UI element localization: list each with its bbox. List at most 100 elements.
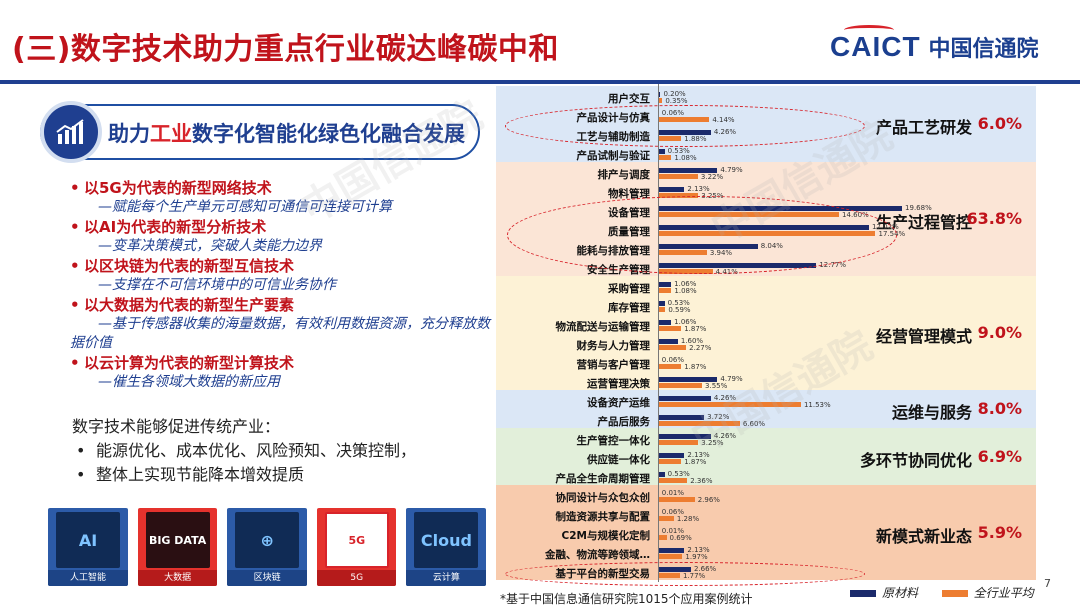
- bar-industry-average: [658, 497, 695, 502]
- bullet-sub: —基于传感器收集的海量数据，有效利用数据资源，充分释放数据价值: [70, 316, 490, 351]
- category-label: 产品后服务: [597, 416, 651, 428]
- bullet-head: 以大数据为代表的新型生产要素: [84, 296, 295, 314]
- value-label: 1.97%: [685, 553, 708, 561]
- bar-raw-material: [658, 434, 711, 439]
- band-label: 运维与服务: [891, 403, 972, 422]
- value-label: 0.59%: [668, 306, 691, 314]
- value-label: 0.06%: [661, 508, 685, 516]
- bullet-item: • 以5G为代表的新型网络技术 —赋能每个生产单元可感知可通信可连接可计算: [70, 178, 490, 217]
- highlight-ellipse: [505, 105, 865, 147]
- legend-label-a: 原材料: [882, 586, 919, 600]
- bar-raw-material: [658, 415, 705, 420]
- bar-raw-material: [658, 92, 661, 97]
- tech-tiles: AI 人工智能 BIG DATA 大数据 ⊕ 区块链 5G 5G Cloud 云计算: [48, 508, 486, 590]
- bar-industry-average: [658, 288, 672, 293]
- bar-raw-material: [658, 453, 685, 458]
- bar-industry-average: [658, 174, 698, 179]
- chart-growth-icon: [40, 101, 102, 163]
- value-label: 2.96%: [697, 496, 720, 504]
- bullet-head: 以5G为代表的新型网络技术: [84, 179, 272, 197]
- tile-ai: AI 人工智能: [48, 508, 128, 586]
- category-band: [496, 390, 1036, 428]
- value-label: 0.35%: [665, 97, 688, 105]
- category-label: 排产与调度: [597, 169, 651, 181]
- bar-raw-material: [658, 282, 672, 287]
- value-label: 0.01%: [661, 527, 685, 535]
- tech-bullets: • 以5G为代表的新型网络技术 —赋能每个生产单元可感知可通信可连接可计算 • 以A…: [70, 178, 490, 392]
- value-label: 1.87%: [684, 458, 707, 466]
- bar-industry-average: [658, 364, 682, 369]
- band-label: 多环节协同优化: [859, 450, 972, 470]
- tile-blockchain: ⊕ 区块链: [227, 508, 307, 586]
- bar-industry-average: [658, 440, 699, 445]
- value-label: 4.79%: [720, 375, 743, 383]
- band-percent: 5.9%: [977, 522, 1022, 542]
- section-heading: 助力工业数字化智能化绿色化融合发展: [108, 122, 465, 146]
- legend-swatch-b: [941, 590, 968, 597]
- category-label: 库存管理: [608, 302, 650, 314]
- value-label: 1.87%: [684, 363, 707, 371]
- value-label: 0.69%: [669, 534, 692, 542]
- bar-raw-material: [658, 472, 665, 477]
- value-label: 3.25%: [701, 439, 724, 447]
- bar-raw-material: [658, 396, 711, 401]
- bullet-head: 以云计算为代表的新型计算技术: [84, 354, 295, 372]
- value-label: 0.53%: [667, 470, 690, 478]
- value-label: 3.55%: [705, 382, 728, 390]
- value-label: 19.68%: [905, 204, 932, 212]
- bullet-sub: —催生各领域大数据的新应用: [98, 374, 280, 390]
- band-percent: 8.0%: [977, 399, 1022, 418]
- band-percent: 9.0%: [977, 323, 1022, 342]
- value-label: 0.01%: [661, 489, 685, 497]
- bar-industry-average: [658, 402, 801, 407]
- category-label: C2M与规模化定制: [561, 530, 650, 542]
- band-label: 新模式新业态: [875, 526, 972, 546]
- value-label: 0.53%: [667, 299, 690, 307]
- tile-cloud: Cloud 云计算: [406, 508, 486, 586]
- bar-industry-average: [658, 459, 682, 464]
- band-percent: 6.9%: [977, 446, 1022, 466]
- band-label: 生产过程管控: [875, 213, 972, 232]
- value-label: 11.53%: [803, 401, 831, 409]
- value-label: 1.08%: [674, 287, 697, 295]
- category-label: 用户交互: [608, 93, 650, 105]
- value-label: 4.79%: [720, 166, 743, 174]
- category-label: 采购管理: [608, 283, 650, 295]
- value-label: 3.22%: [700, 173, 724, 181]
- header-rule: [0, 80, 1080, 84]
- value-label: 2.13%: [687, 451, 710, 459]
- category-label: 营销与客户管理: [576, 359, 651, 371]
- bar-raw-material: [658, 548, 685, 553]
- band-percent: 6.0%: [977, 114, 1022, 133]
- chart-legend: 原材料 全行业平均: [850, 584, 1034, 601]
- caict-logo: CAICT 中国信通院: [830, 25, 1039, 64]
- bullet-sub: —赋能每个生产单元可感知可通信可连接可计算: [98, 199, 392, 215]
- category-label: 设备资产运维: [587, 397, 650, 409]
- band-label: 经营管理模式: [875, 327, 972, 346]
- value-label: 4.26%: [713, 394, 737, 402]
- page-number: 7: [1044, 577, 1051, 590]
- band-label: 产品工艺研发: [875, 118, 972, 137]
- bar-raw-material: [658, 187, 685, 192]
- category-band: [496, 428, 1036, 485]
- category-label: 产品全生命周期管理: [555, 473, 651, 485]
- category-label: 供应链一体化: [587, 454, 650, 466]
- footnote: *基于中国信息通信研究院1015个应用案例统计: [500, 592, 753, 606]
- cloud-icon: Cloud: [414, 512, 479, 568]
- category-label: 制造资源共享与配置: [555, 511, 651, 523]
- category-label: 物流配送与运输管理: [555, 321, 651, 333]
- band-percent: 63.8%: [966, 209, 1022, 228]
- bullet-item: • 以云计算为代表的新型计算技术 —催生各领域大数据的新应用: [70, 353, 490, 392]
- bar-industry-average: [658, 478, 688, 483]
- summary-item: • 整体上实现节能降本增效提质: [76, 465, 305, 484]
- category-label: 产品试制与验证: [576, 150, 651, 162]
- category-label: 生产管控一体化: [576, 435, 651, 447]
- legend-swatch-a: [850, 590, 876, 597]
- bar-industry-average: [658, 421, 740, 426]
- legend-label-b: 全行业平均: [973, 586, 1034, 600]
- value-label: 6.60%: [742, 420, 766, 428]
- value-label: 2.36%: [690, 477, 713, 485]
- value-label: 1.60%: [680, 337, 704, 345]
- value-label: 1.06%: [674, 318, 697, 326]
- category-label: 金融、物流等跨领域…: [545, 549, 650, 561]
